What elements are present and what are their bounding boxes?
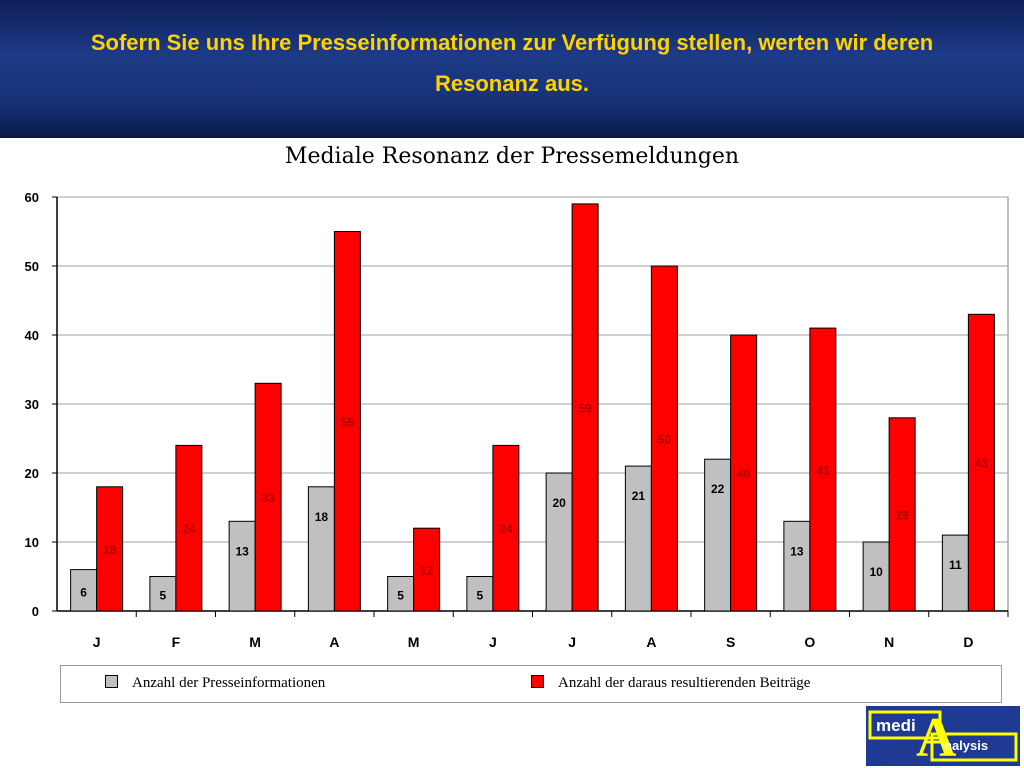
data-label-gray-5: 5: [477, 588, 484, 602]
bar-gray-3: [307, 486, 335, 612]
chart-legend: Anzahl der Presseinformationen Anzahl de…: [60, 665, 1002, 703]
x-tick-label-8: S: [726, 634, 735, 650]
y-tick-label-10: 10: [25, 535, 39, 550]
x-tick-label-10: N: [884, 634, 894, 650]
x-tick-label-3: A: [329, 634, 339, 650]
legend-item-beitraege: Anzahl der daraus resultierenden Beiträg…: [531, 675, 810, 692]
legend-label-beitraege: Anzahl der daraus resultierenden Beiträg…: [558, 675, 811, 691]
bar-red-7: [650, 265, 678, 612]
bar-red-0: [96, 486, 124, 612]
bar-gray-2: [228, 520, 256, 612]
bar-red-4: [413, 527, 441, 612]
logo-graphic: A: [868, 707, 1018, 766]
legend-swatch-red: [531, 675, 544, 688]
legend-item-presseinformationen: Anzahl der Presseinformationen: [105, 675, 325, 692]
data-label-red-7: 50: [658, 433, 672, 447]
bar-red-1: [175, 444, 203, 612]
bar-gray-5: [466, 576, 494, 612]
data-label-gray-6: 20: [552, 496, 566, 510]
bar-red-11: [967, 313, 995, 612]
data-label-red-9: 41: [816, 464, 830, 478]
data-label-red-5: 24: [499, 522, 513, 536]
x-tick-label-5: J: [489, 634, 497, 650]
data-label-red-8: 40: [737, 467, 751, 481]
data-label-gray-4: 5: [397, 588, 404, 602]
data-label-red-11: 43: [975, 457, 989, 471]
legend-swatch-gray: [105, 675, 118, 688]
y-tick-label-40: 40: [25, 328, 39, 343]
bar-gray-4: [387, 576, 415, 612]
data-label-red-3: 55: [341, 415, 355, 429]
bar-gray-10: [862, 541, 890, 612]
logo-big-letter: A: [916, 707, 957, 766]
chart-title: Mediale Resonanz der Pressemeldungen: [284, 144, 740, 169]
bar-red-8: [730, 334, 758, 612]
bar-gray-9: [783, 520, 811, 612]
x-tick-label-0: J: [93, 634, 101, 650]
x-tick-label-11: D: [963, 634, 973, 650]
data-label-gray-11: 11: [949, 558, 962, 572]
data-label-gray-0: 6: [80, 585, 87, 599]
data-label-red-2: 33: [261, 491, 275, 505]
data-label-gray-9: 13: [790, 544, 804, 558]
bar-gray-8: [704, 458, 732, 612]
bar-gray-7: [624, 465, 652, 612]
bar-red-2: [254, 382, 282, 612]
data-label-gray-3: 18: [315, 510, 329, 524]
bar-gray-6: [545, 472, 573, 612]
bar-gray-0: [70, 569, 98, 612]
data-label-red-6: 59: [578, 401, 592, 415]
legend-label-presseinformationen: Anzahl der Presseinformationen: [132, 675, 326, 691]
x-tick-label-1: F: [172, 634, 181, 650]
y-tick-label-60: 60: [25, 190, 39, 205]
x-tick-label-9: O: [804, 634, 815, 650]
data-label-red-4: 12: [420, 564, 434, 578]
data-label-gray-7: 21: [632, 489, 646, 503]
logo-word-medi: medi: [876, 716, 916, 735]
data-label-red-0: 18: [103, 543, 117, 557]
y-tick-label-0: 0: [32, 604, 39, 619]
bar-chart: 0 10 20 30 40 50 60 J 6 18 F 5 24 M 13 33 A 18 55 M 5 12 J 5 24 J…: [25, 190, 1009, 650]
media-analysis-logo: A medi nalysis: [866, 706, 1020, 766]
x-tick-label-6: J: [568, 634, 576, 650]
x-tick-label-4: M: [408, 634, 420, 650]
x-tick-label-2: M: [249, 634, 261, 650]
bar-red-6: [571, 203, 599, 612]
y-tick-label-30: 30: [25, 397, 39, 412]
data-label-gray-8: 22: [711, 482, 725, 496]
header-title: Sofern Sie uns Ihre Presseinformationen …: [90, 30, 934, 96]
data-label-red-1: 24: [182, 522, 196, 536]
data-label-gray-10: 10: [869, 565, 883, 579]
x-tick-label-7: A: [646, 634, 656, 650]
bar-red-9: [809, 327, 837, 612]
bar-red-3: [333, 231, 361, 612]
logo-word-nalysis: nalysis: [944, 738, 989, 753]
bar-red-10: [888, 417, 916, 612]
y-tick-label-50: 50: [25, 259, 39, 274]
data-label-gray-2: 13: [235, 544, 249, 558]
data-label-red-10: 28: [895, 508, 909, 522]
header-banner: Sofern Sie uns Ihre Presseinformationen …: [0, 0, 1024, 138]
data-label-gray-1: 5: [160, 588, 167, 602]
bar-gray-11: [941, 534, 969, 612]
bar-red-5: [492, 444, 520, 612]
y-tick-label-20: 20: [25, 466, 39, 481]
